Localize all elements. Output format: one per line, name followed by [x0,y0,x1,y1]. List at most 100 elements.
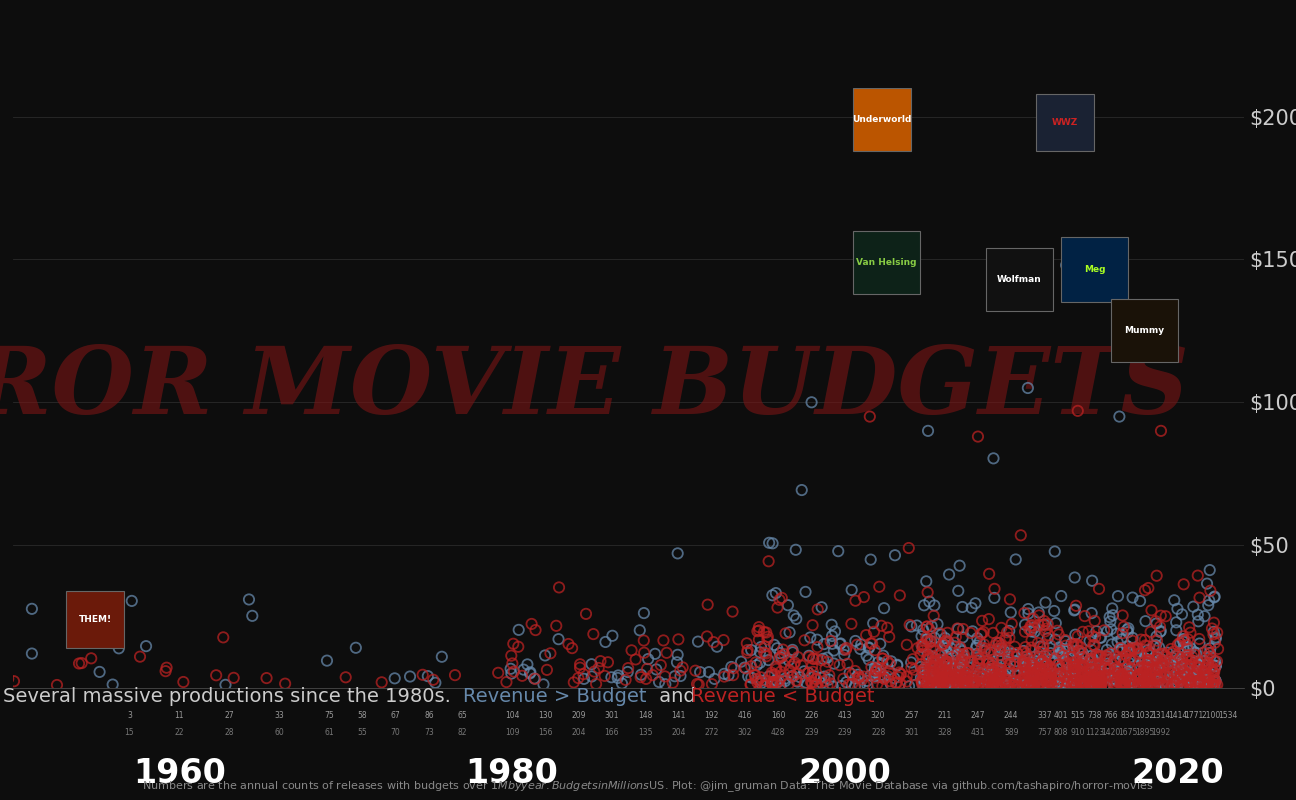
Point [1173,578,1194,590]
Point [864,668,885,681]
Point [1148,674,1169,686]
Point [1083,653,1104,666]
Point [969,668,990,681]
Point [758,654,779,666]
Point [1135,666,1156,678]
Point [1086,666,1107,679]
Point [923,655,943,668]
Point [1109,642,1130,654]
Point [923,610,943,622]
Text: 431: 431 [971,728,985,737]
Text: WWZ: WWZ [1052,118,1078,126]
Point [1024,681,1045,694]
Point [949,559,969,572]
Point [1032,657,1052,670]
Point [1020,623,1041,636]
Point [1004,660,1025,673]
Point [770,678,791,691]
Point [1120,678,1140,691]
Point [848,668,868,681]
Point [986,673,1007,686]
Point [1064,645,1085,658]
Point [940,667,960,680]
Point [1055,669,1076,682]
Point [1063,658,1083,670]
Point [1185,674,1205,687]
Point [977,666,998,679]
Point [1029,662,1050,674]
Point [927,618,947,630]
Point [1013,654,1034,666]
Point [1185,670,1205,683]
Point [1004,657,1025,670]
Point [1080,662,1100,675]
Point [932,675,953,688]
Point [1063,650,1083,663]
Point [1166,666,1187,679]
Point [964,677,985,690]
Point [1105,662,1126,675]
Point [1122,676,1143,689]
Point [1072,665,1093,678]
Point [745,669,766,682]
Point [1085,631,1105,644]
Point [750,671,771,684]
Point [914,680,934,693]
Point [1068,630,1089,642]
Point [1038,668,1059,681]
Point [1199,675,1220,688]
Point [122,594,143,607]
Point [749,657,770,670]
Point [920,674,941,687]
Text: Mummy: Mummy [1124,326,1164,335]
Point [1001,606,1021,619]
Point [1004,678,1025,690]
Point [1087,664,1108,677]
Point [1183,664,1204,677]
Point [872,652,893,665]
Point [1207,655,1227,668]
Point [937,680,958,693]
Point [1085,662,1105,675]
Point [1128,678,1148,691]
Text: 515: 515 [1070,711,1085,720]
Point [1134,652,1155,665]
Point [1147,652,1168,665]
Point [1067,675,1087,688]
Point [1086,648,1107,661]
Point [1051,590,1072,602]
Point [1150,670,1170,683]
Point [1083,671,1104,684]
Point [814,674,835,687]
Point [998,649,1019,662]
Point [1108,670,1129,682]
Point [804,653,824,666]
Point [1051,649,1072,662]
Point [1169,654,1190,666]
Point [975,645,995,658]
Point [1074,669,1095,682]
Point [754,680,775,693]
Point [945,674,966,686]
Point [912,645,933,658]
Text: 226: 226 [805,711,819,720]
Point [995,634,1016,646]
Point [1063,641,1083,654]
Point [1164,645,1185,658]
Point [1039,675,1060,688]
Point [938,671,959,684]
Point [612,677,632,690]
Point [564,676,584,689]
Point [801,670,822,683]
Point [806,652,827,665]
Point [947,654,968,666]
Point [1174,666,1195,679]
Point [102,678,123,691]
Point [1098,652,1118,665]
Point [946,674,967,687]
Point [1190,675,1210,688]
Text: 86: 86 [424,711,434,720]
Point [1108,663,1129,676]
Point [796,676,816,689]
Point [1025,662,1046,675]
